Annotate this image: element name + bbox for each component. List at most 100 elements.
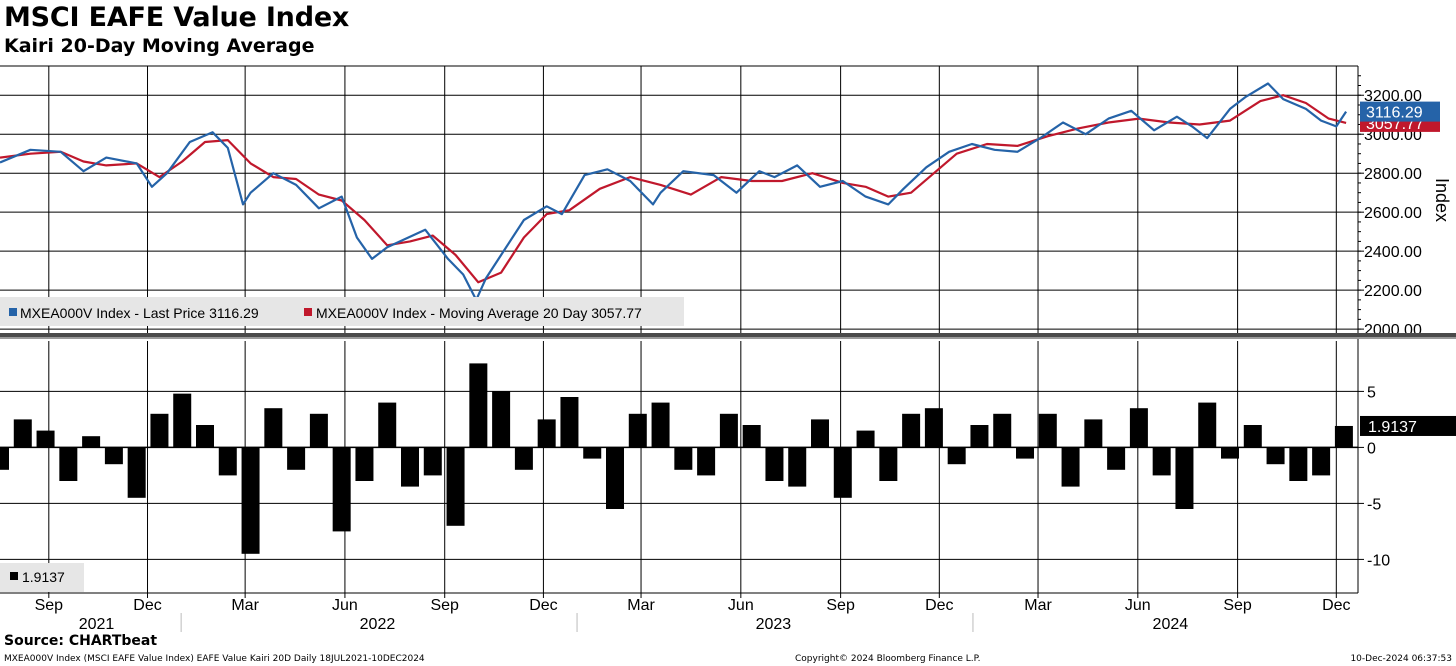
xtick-label-month: Sep bbox=[1223, 597, 1252, 614]
legend-label-price: MXEA000V Index - Last Price 3116.29 bbox=[20, 305, 259, 321]
last-price-tag-label: 3116.29 bbox=[1366, 105, 1423, 122]
kairi-bar bbox=[355, 447, 374, 481]
xtick-label-month: Sep bbox=[430, 597, 459, 614]
xtick-label-month: Dec bbox=[529, 597, 557, 614]
xtick-label-year: 2023 bbox=[756, 616, 792, 633]
kairi-bar bbox=[902, 413, 921, 448]
xtick-label-month: Mar bbox=[627, 597, 655, 614]
ytick-label-upper: 2200.00 bbox=[1364, 283, 1422, 300]
kairi-bar bbox=[0, 447, 9, 470]
kairi-bar bbox=[537, 419, 556, 448]
kairi-bar bbox=[1084, 419, 1103, 448]
kairi-bar bbox=[583, 447, 602, 459]
kairi-bar bbox=[651, 402, 670, 448]
kairi-bar bbox=[674, 447, 693, 470]
kairi-bar bbox=[1038, 413, 1057, 448]
xtick-label-month: Dec bbox=[925, 597, 953, 614]
kairi-bar bbox=[1266, 447, 1285, 465]
kairi-bar bbox=[788, 447, 807, 487]
kairi-bar bbox=[628, 413, 647, 448]
ytick-label-lower: -10 bbox=[1367, 552, 1390, 569]
kairi-bar bbox=[514, 447, 533, 470]
kairi-bar bbox=[173, 393, 192, 448]
kairi-bar bbox=[924, 408, 943, 448]
kairi-bar bbox=[1107, 447, 1126, 470]
y-axis-label: Index bbox=[1432, 178, 1452, 222]
kairi-bar bbox=[1289, 447, 1308, 481]
last-kairi-tag-label: 1.9137 bbox=[1368, 419, 1417, 436]
ytick-label-upper: 3200.00 bbox=[1364, 88, 1422, 105]
ytick-label-upper: 2600.00 bbox=[1364, 205, 1422, 222]
kairi-bar bbox=[947, 447, 966, 465]
kairi-bar bbox=[469, 363, 488, 448]
xtick-label-month: Dec bbox=[1322, 597, 1350, 614]
kairi-bar bbox=[36, 430, 55, 448]
last-kairi-tag bbox=[1360, 415, 1456, 436]
last-price-tag bbox=[1360, 101, 1440, 122]
upper-legend-box bbox=[0, 297, 684, 326]
series-line-last-price bbox=[0, 82, 1348, 301]
xtick-label-year: 2022 bbox=[360, 616, 396, 633]
legend-label-kairi: 1.9137 bbox=[22, 569, 65, 585]
kairi-bar bbox=[719, 413, 738, 448]
footer-left: MXEA000V Index (MSCI EAFE Value Index) E… bbox=[4, 654, 425, 664]
ytick-label-lower: -5 bbox=[1367, 496, 1381, 513]
xtick-label-month: Sep bbox=[35, 597, 64, 614]
xtick-label-year: 2021 bbox=[79, 616, 115, 633]
kairi-bar bbox=[492, 391, 511, 448]
kairi-bar bbox=[287, 447, 306, 470]
kairi-bar bbox=[401, 447, 420, 487]
kairi-bar bbox=[856, 430, 875, 448]
legend-swatch-ma bbox=[304, 308, 312, 316]
xtick-label-month: Mar bbox=[1024, 597, 1052, 614]
xtick-label-year: 2024 bbox=[1153, 616, 1189, 633]
footer-center: Copyright© 2024 Bloomberg Finance L.P. bbox=[795, 654, 981, 664]
kairi-bar bbox=[765, 447, 784, 481]
kairi-bar bbox=[196, 425, 215, 448]
kairi-bar bbox=[309, 413, 328, 448]
kairi-bar bbox=[264, 408, 283, 448]
xtick-label-month: Jun bbox=[728, 597, 754, 614]
kairi-bar bbox=[833, 447, 852, 498]
xtick-label-month: Jun bbox=[1125, 597, 1151, 614]
kairi-bar bbox=[59, 447, 78, 481]
kairi-bar bbox=[1198, 402, 1217, 448]
kairi-bar bbox=[560, 397, 579, 448]
panel-divider-shadow bbox=[0, 337, 1456, 339]
panel-divider bbox=[0, 333, 1456, 337]
kairi-bar bbox=[1129, 408, 1148, 448]
kairi-bar bbox=[1312, 447, 1331, 476]
chart-subtitle: Kairi 20-Day Moving Average bbox=[4, 35, 315, 57]
xtick-label-month: Sep bbox=[826, 597, 855, 614]
xtick-label-month: Jun bbox=[332, 597, 358, 614]
kairi-bar bbox=[218, 447, 237, 476]
legend-swatch-kairi bbox=[10, 572, 18, 580]
ytick-label-lower: 0 bbox=[1367, 440, 1376, 457]
kairi-bar bbox=[1175, 447, 1194, 509]
kairi-bar bbox=[82, 436, 101, 448]
kairi-bar bbox=[241, 447, 260, 554]
xtick-label-month: Dec bbox=[133, 597, 161, 614]
source-note: Source: CHARTbeat bbox=[4, 633, 158, 649]
kairi-bar bbox=[993, 413, 1012, 448]
kairi-bar bbox=[423, 447, 442, 476]
kairi-bar bbox=[1243, 425, 1262, 448]
kairi-bar bbox=[13, 419, 32, 448]
kairi-bar bbox=[811, 419, 830, 448]
footer-right: 10-Dec-2024 06:37:53 bbox=[1350, 654, 1452, 664]
kairi-bar bbox=[606, 447, 625, 509]
xtick-label-month: Mar bbox=[231, 597, 259, 614]
kairi-bar bbox=[332, 447, 351, 532]
kairi-bar bbox=[879, 447, 898, 481]
kairi-bar bbox=[378, 402, 397, 448]
kairi-bar bbox=[970, 425, 989, 448]
legend-swatch-price bbox=[9, 308, 17, 316]
kairi-bar bbox=[1334, 425, 1353, 448]
kairi-bar bbox=[127, 447, 146, 498]
kairi-bar bbox=[104, 447, 123, 465]
kairi-bar bbox=[1061, 447, 1080, 487]
kairi-bar bbox=[1152, 447, 1171, 476]
kairi-bar bbox=[742, 425, 761, 448]
kairi-bar bbox=[1016, 447, 1035, 459]
